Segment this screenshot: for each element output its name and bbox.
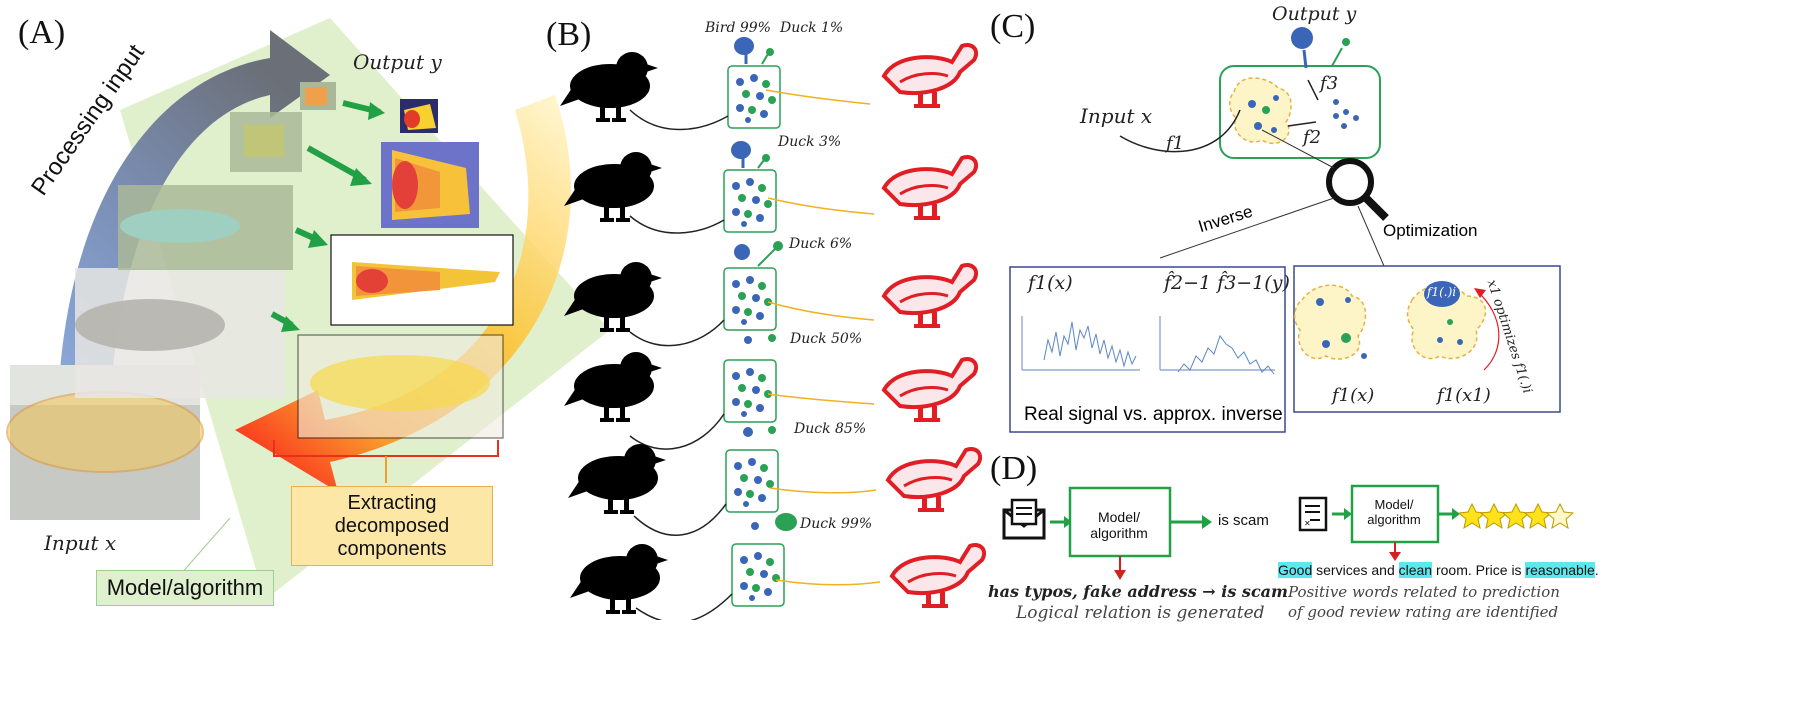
row5-duck-label: Duck 85% (794, 421, 867, 437)
optimization-label: Optimization (1383, 221, 1478, 240)
panel-b-graphic (560, 37, 987, 620)
f3-label: f3 (1320, 73, 1339, 94)
review-text: Good services and clean room. Price is r… (1278, 562, 1599, 578)
input-x-label-c: Input x (1080, 104, 1153, 128)
output-y-label: Output y (353, 50, 442, 74)
review-caption-1: Positive words related to prediction (1288, 583, 1560, 601)
review-text-1: services and (1312, 562, 1399, 578)
input-x-label: Input x (44, 531, 117, 555)
extract-components-text: Extracting decomposed components (334, 491, 450, 560)
panel-d-graphic: ✕ (1002, 484, 1575, 580)
model-algorithm-box-a: Model/algorithm (96, 570, 274, 606)
panel-c-label: (C) (990, 8, 1036, 45)
extract-components-box: Extracting decomposed components (291, 486, 493, 566)
signal-left-title: f1(x) (1028, 272, 1073, 294)
row1-duck-label: Duck 1% (780, 20, 844, 36)
scam-reason: has typos, fake address → is scam (988, 582, 1288, 601)
review-word-good: Good (1278, 562, 1313, 578)
row2-duck-label: Duck 3% (778, 134, 842, 150)
opt-circle-label: f1(.)i (1427, 285, 1457, 299)
opt-left-caption: f1(x) (1332, 385, 1375, 406)
row1-bird-label: Bird 99% (705, 20, 771, 36)
signal-right-title: f̂2−1 f̂3−1(y) (1164, 272, 1290, 294)
panel-a-label: (A) (18, 14, 66, 51)
panel-b-label: (B) (546, 16, 592, 53)
panel-a-graphic (6, 18, 610, 600)
model-box-d-left: Model/ algorithm (1090, 509, 1148, 542)
review-text-3: . (1594, 562, 1599, 578)
panel-d-label: (D) (990, 450, 1038, 487)
input-photo-mask (6, 391, 204, 473)
review-caption-2: of good review rating are identified (1288, 603, 1559, 621)
row-6 (570, 513, 987, 620)
row3-duck-label: Duck 6% (789, 236, 853, 252)
row-2 (564, 141, 979, 234)
row-4 (564, 334, 979, 450)
review-word-reasonable: reasonable (1525, 562, 1595, 578)
opt-right-caption: f1(x1) (1437, 385, 1491, 406)
row6-duck-label: Duck 99% (800, 516, 873, 532)
rating-stars (1457, 502, 1575, 530)
envelope-icon (1002, 498, 1046, 540)
signal-caption: Real signal vs. approx. inverse (1024, 404, 1283, 425)
svg-text:✕: ✕ (1304, 519, 1311, 528)
model-box-d-right: Model/ algorithm (1367, 497, 1421, 527)
output-y-label-c: Output y (1272, 3, 1357, 25)
signal-box (1009, 266, 1286, 433)
panel-c-graphic (1009, 27, 1561, 433)
review-word-clean: clean (1398, 562, 1433, 578)
document-icon: ✕ (1298, 496, 1328, 532)
f2-label: f2 (1303, 127, 1322, 148)
scam-caption: Logical relation is generated (1016, 603, 1265, 623)
row-1 (560, 37, 979, 131)
row4-duck-label: Duck 50% (790, 331, 863, 347)
row-3 (564, 241, 979, 347)
f1-label: f1 (1166, 133, 1185, 154)
scam-output-label: is scam (1218, 512, 1269, 529)
row-5 (568, 426, 983, 536)
review-text-2: room. Price is (1432, 562, 1526, 578)
